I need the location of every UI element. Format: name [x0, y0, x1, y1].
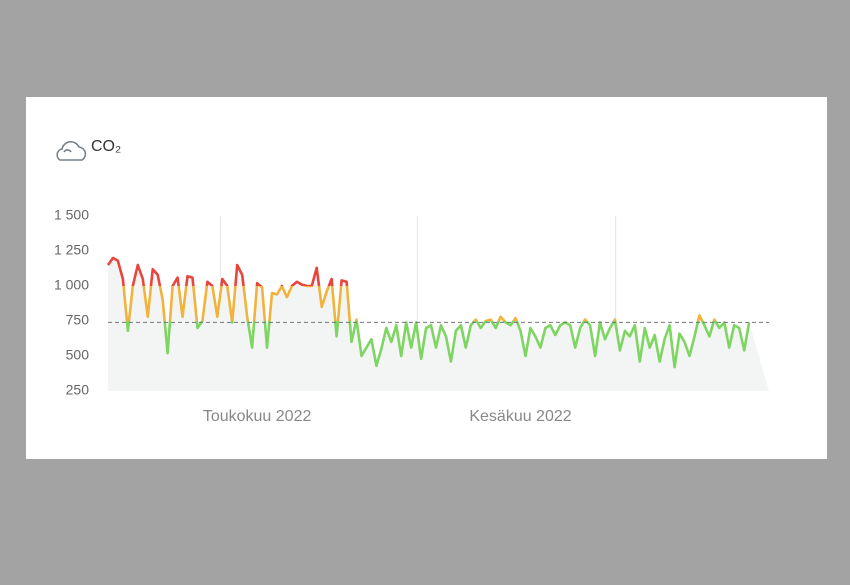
- y-tick-label: 1 000: [54, 277, 89, 293]
- cloud-icon: [56, 141, 87, 161]
- y-tick-label: 500: [66, 347, 90, 363]
- x-tick-label: Toukokuu 2022: [203, 408, 312, 425]
- chart-title: CO₂: [91, 138, 121, 155]
- y-tick-label: 1 500: [54, 207, 89, 223]
- area: [108, 258, 769, 391]
- y-tick-label: 250: [66, 382, 90, 398]
- y-tick-label: 750: [66, 312, 90, 328]
- line: [106, 256, 751, 369]
- x-tick-label: Kesäkuu 2022: [469, 408, 571, 425]
- y-tick-label: 1 250: [54, 242, 89, 258]
